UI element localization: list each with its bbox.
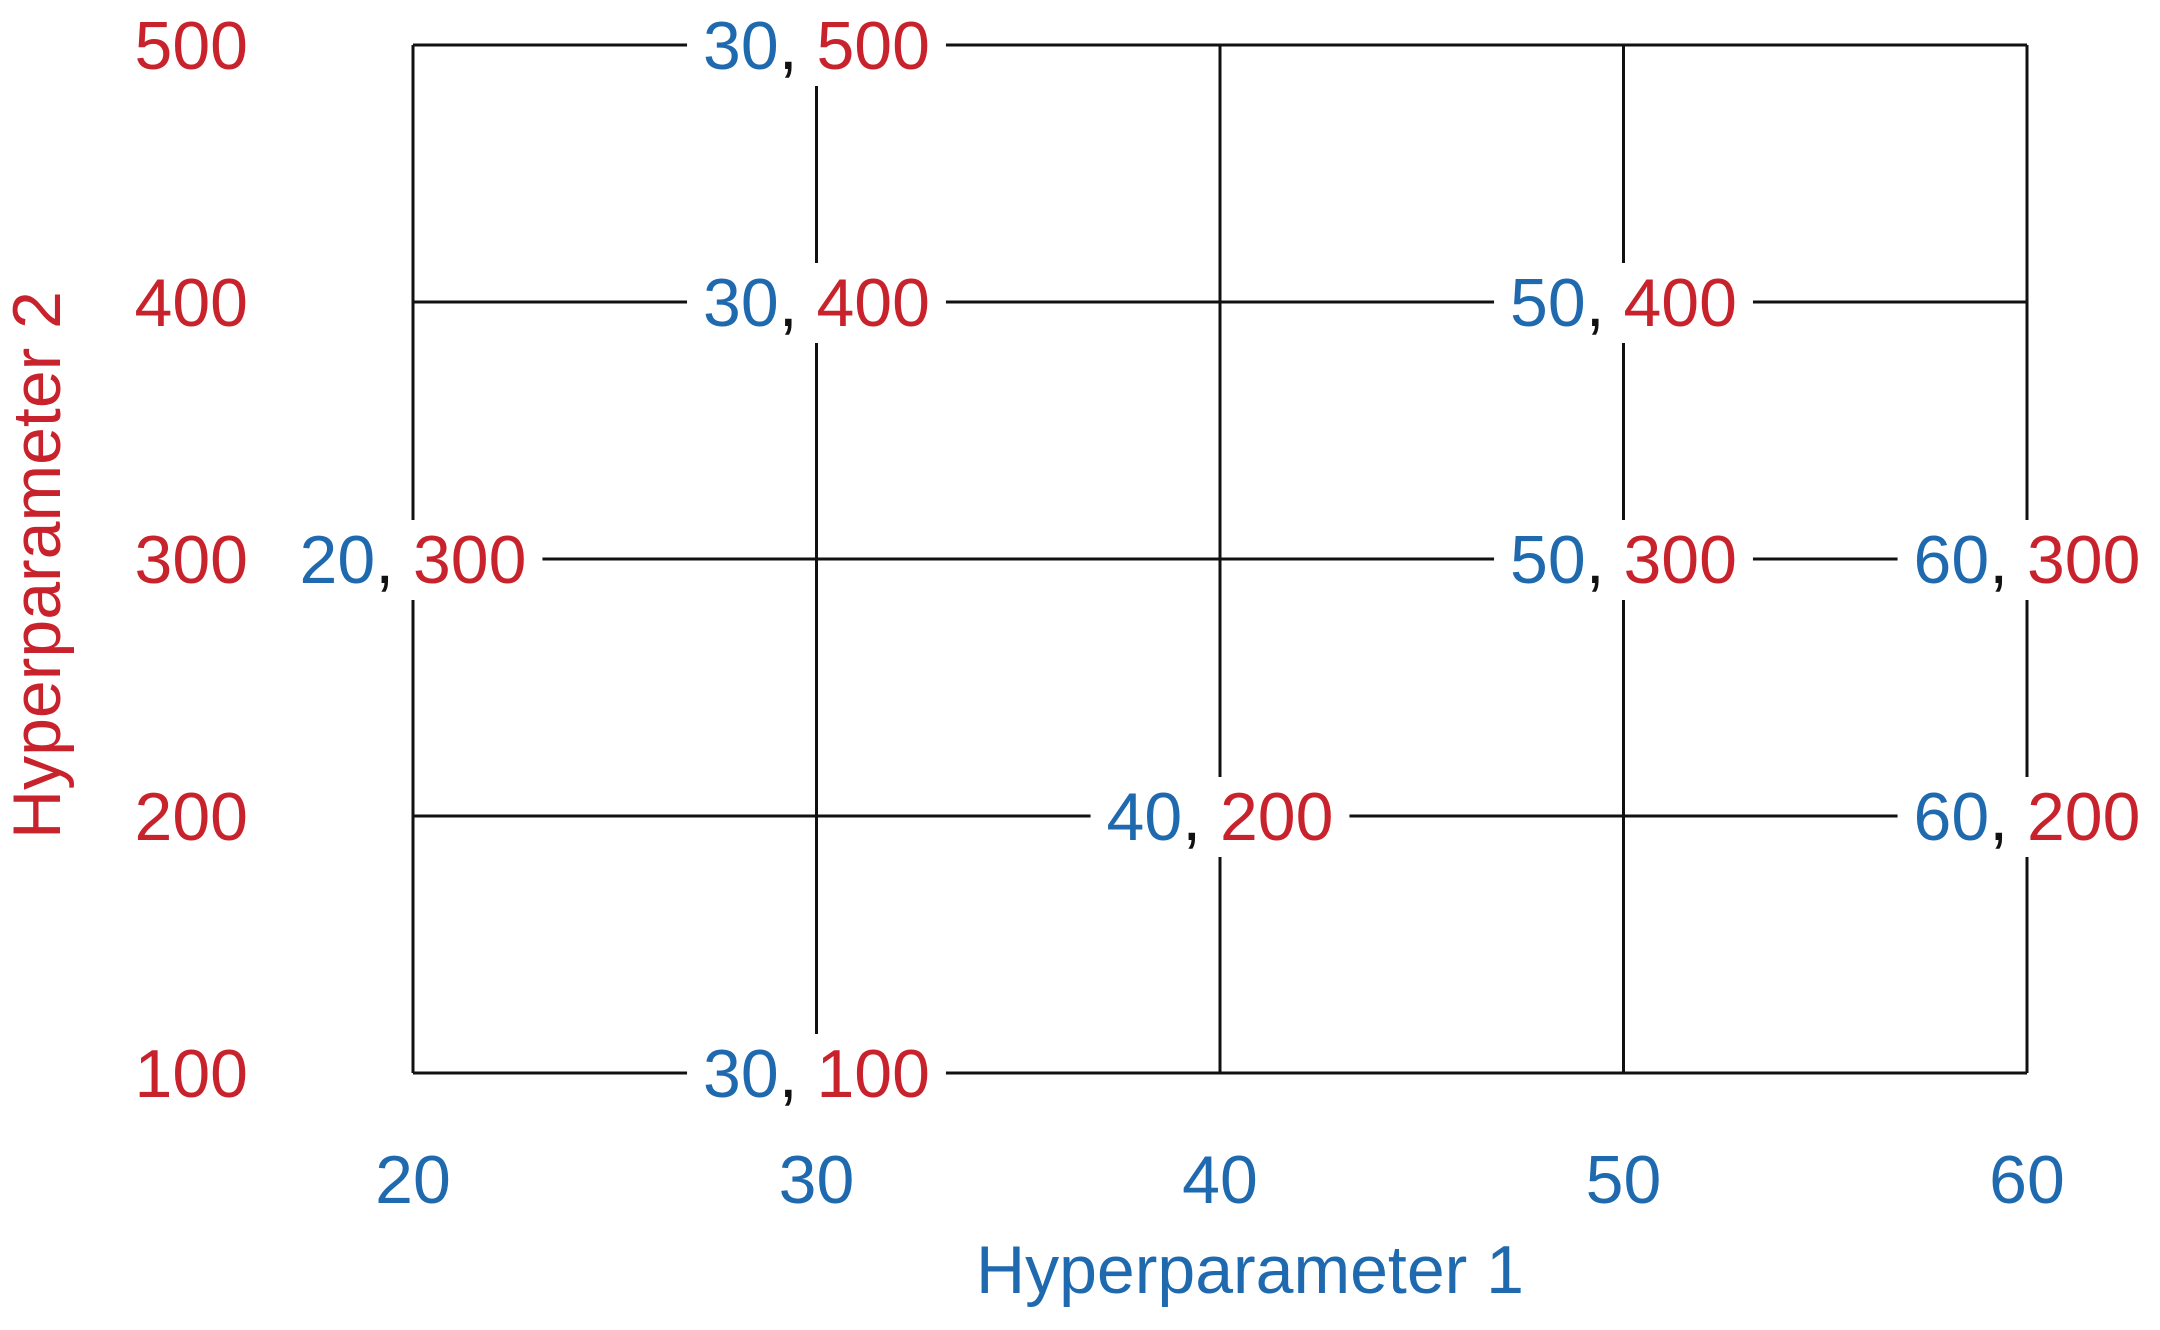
point-label-h2: 300 (413, 522, 526, 598)
point-label-background (1494, 263, 1753, 343)
point-label-background (687, 263, 946, 343)
x-tick-label-30: 30 (779, 1142, 855, 1218)
x-tick-label-40: 40 (1182, 1142, 1258, 1218)
point-label-h1: 50 (1510, 522, 1586, 598)
y-tick-label-300: 300 (135, 522, 248, 598)
point-label-20-300: 20, 300 (300, 522, 527, 598)
point-label-h2: 300 (2027, 522, 2140, 598)
grid-lines (411, 43, 2029, 1075)
point-label-40-200: 40, 200 (1107, 779, 1334, 855)
x-tick-label-50: 50 (1586, 1142, 1662, 1218)
y-axis-tick-labels: 100 200 300 400 500 (135, 8, 248, 1112)
point-label-h1: 60 (1914, 522, 1990, 598)
point-label-separator: , (375, 522, 413, 598)
point-label-background (687, 1034, 946, 1114)
point-label-h1: 50 (1510, 265, 1586, 341)
point-label-h1: 20 (300, 522, 376, 598)
point-label-separator: , (1586, 265, 1624, 341)
point-label-backgrounds (283, 6, 2157, 1114)
x-axis-tick-labels: 20 30 40 50 60 (375, 1142, 2065, 1218)
point-label-background (283, 520, 543, 600)
point-label-separator: , (1989, 779, 2027, 855)
point-label-30-500: 30, 500 (703, 8, 930, 84)
point-label-separator: , (1182, 779, 1220, 855)
point-label-h1: 30 (703, 265, 779, 341)
point-label-background (687, 6, 946, 86)
point-label-50-400: 50, 400 (1510, 265, 1737, 341)
point-label-background (1897, 520, 2157, 600)
point-label-h2: 400 (1623, 265, 1736, 341)
point-label-30-100: 30, 100 (703, 1036, 930, 1112)
point-label-background (1090, 777, 1350, 857)
point-label-separator: , (779, 8, 817, 84)
point-label-separator: , (1586, 522, 1624, 598)
point-label-60-300: 60, 300 (1914, 522, 2141, 598)
point-label-background (1494, 520, 1753, 600)
x-tick-label-60: 60 (1989, 1142, 2065, 1218)
point-label-h2: 500 (816, 8, 929, 84)
point-label-h2: 200 (1220, 779, 1333, 855)
point-label-60-200: 60, 200 (1914, 779, 2141, 855)
point-label-30-400: 30, 400 (703, 265, 930, 341)
point-label-50-300: 50, 300 (1510, 522, 1737, 598)
point-label-h1: 40 (1107, 779, 1183, 855)
point-label-h2: 400 (816, 265, 929, 341)
point-label-h1: 30 (703, 1036, 779, 1112)
point-label-h2: 200 (2027, 779, 2140, 855)
point-label-h2: 300 (1623, 522, 1736, 598)
point-label-separator: , (1989, 522, 2027, 598)
point-label-background (1897, 777, 2157, 857)
point-label-h1: 60 (1914, 779, 1990, 855)
y-tick-label-200: 200 (135, 779, 248, 855)
point-label-separator: , (779, 265, 817, 341)
y-tick-label-500: 500 (135, 8, 248, 84)
point-label-separator: , (779, 1036, 817, 1112)
y-tick-label-100: 100 (135, 1036, 248, 1112)
y-axis-label: Hyperparameter 2 (0, 291, 75, 839)
y-tick-label-400: 400 (135, 265, 248, 341)
x-tick-label-20: 20 (375, 1142, 451, 1218)
point-label-h2: 100 (816, 1036, 929, 1112)
point-label-h1: 30 (703, 8, 779, 84)
x-axis-label: Hyperparameter 1 (976, 1232, 1524, 1308)
